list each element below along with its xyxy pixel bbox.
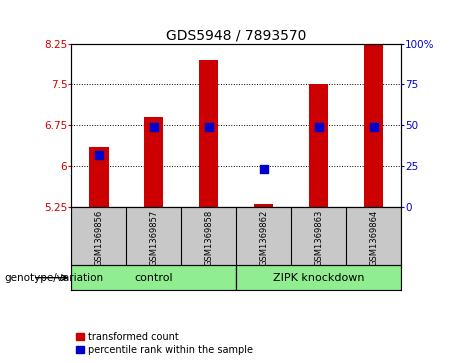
Bar: [236, 265, 401, 290]
Text: GSM1369862: GSM1369862: [259, 210, 268, 266]
Text: GSM1369858: GSM1369858: [204, 210, 213, 266]
Text: GSM1369856: GSM1369856: [95, 210, 103, 266]
Bar: [254, 204, 273, 207]
Legend: transformed count, percentile rank within the sample: transformed count, percentile rank withi…: [77, 331, 253, 355]
Text: control: control: [135, 273, 173, 283]
Point: [315, 124, 322, 130]
Bar: [309, 85, 328, 207]
Text: GSM1369864: GSM1369864: [369, 210, 378, 266]
Text: genotype/variation: genotype/variation: [5, 273, 104, 283]
Bar: [89, 147, 108, 207]
Point: [260, 166, 267, 172]
Text: GSM1369857: GSM1369857: [149, 210, 159, 266]
Bar: [71, 265, 236, 290]
Text: GSM1369863: GSM1369863: [314, 210, 323, 266]
Bar: [364, 38, 383, 207]
Text: ZIPK knockdown: ZIPK knockdown: [273, 273, 364, 283]
Point: [205, 124, 213, 130]
Point: [370, 124, 377, 130]
Point: [150, 124, 158, 130]
Point: [95, 152, 103, 158]
Bar: [199, 60, 219, 207]
Bar: [144, 117, 164, 207]
Title: GDS5948 / 7893570: GDS5948 / 7893570: [166, 28, 307, 42]
